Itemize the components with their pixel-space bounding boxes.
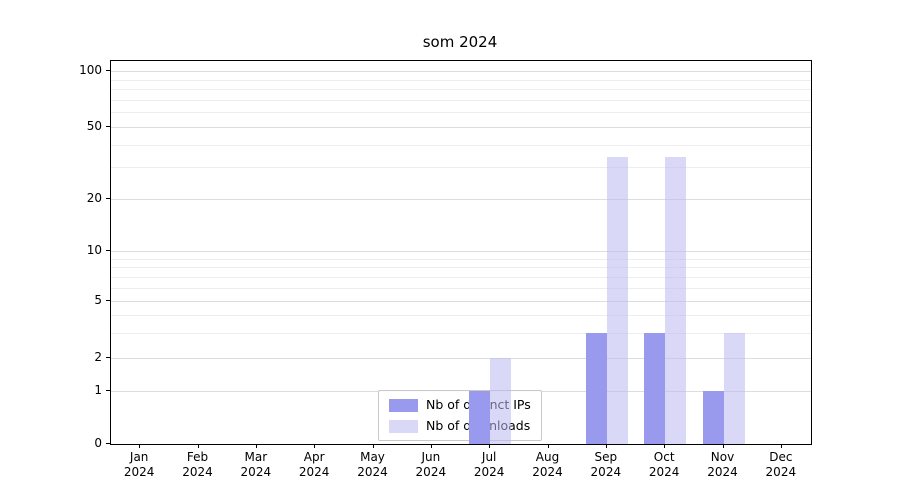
x-tick-mark [780,444,782,448]
x-tick-label-jul: Jul 2024 [473,450,505,479]
x-tick-mark [605,444,607,448]
chart-title: som 2024 [422,33,498,51]
minor-gridline [111,112,811,114]
minor-gridline [111,167,811,169]
minor-gridline [111,314,811,316]
x-tick-label-feb: Feb 2024 [182,450,213,479]
y-tick-label: 10 [86,243,102,257]
y-tick-mark [106,126,110,127]
y-tick-mark [106,198,110,199]
plot-area [110,60,812,445]
x-tick-label-apr: Apr 2024 [298,450,330,479]
x-tick-mark [547,444,549,448]
bar-nb-of-downloads-oct [665,157,687,444]
legend-swatch-downloads [389,419,418,433]
x-tick-label-mar: Mar 2024 [240,450,272,479]
x-tick-mark [489,444,491,448]
major-gridline [111,358,811,359]
x-tick-label-jan: Jan 2024 [123,450,155,479]
major-gridline [111,71,811,72]
y-tick-mark [106,300,110,301]
y-tick-label: 1 [94,383,102,397]
y-tick-label: 20 [86,191,102,205]
x-tick-mark [255,444,257,448]
x-tick-label-dec: Dec 2024 [765,450,797,479]
x-tick-mark [314,444,316,448]
bar-nb-of-distinct-ips-jul [469,391,491,444]
y-tick-mark [106,250,110,251]
bar-nb-of-distinct-ips-oct [644,332,666,444]
bar-nb-of-downloads-jul [490,358,512,444]
y-tick-mark [106,390,110,391]
x-tick-label-may: May 2024 [357,450,388,479]
y-tick-mark [106,443,110,444]
minor-gridline [111,89,811,91]
y-tick-mark [106,70,110,71]
x-tick-label-aug: Aug 2024 [532,450,563,479]
y-tick-label: 0 [94,436,102,450]
legend: Nb of distinct IPs Nb of downloads [378,390,542,441]
x-tick-label-nov: Nov 2024 [707,450,738,479]
bar-nb-of-distinct-ips-nov [702,391,724,444]
x-tick-mark [372,444,374,448]
major-gridline [111,301,811,302]
x-tick-mark [722,444,724,448]
legend-swatch-distinct-ips [389,398,418,412]
x-tick-label-jun: Jun 2024 [415,450,447,479]
x-tick-mark [139,444,141,448]
y-tick-mark [106,357,110,358]
x-tick-mark [197,444,199,448]
minor-gridline [111,99,811,101]
y-tick-label: 2 [94,350,102,364]
y-tick-label: 100 [79,63,102,77]
bar-nb-of-distinct-ips-sep [585,332,607,444]
minor-gridline [111,332,811,334]
major-gridline [111,127,811,128]
x-tick-mark [664,444,666,448]
x-tick-label-sep: Sep 2024 [590,450,622,479]
minor-gridline [111,276,811,278]
minor-gridline [111,258,811,260]
bar-nb-of-downloads-sep [606,157,628,444]
minor-gridline [111,144,811,146]
minor-gridline [111,79,811,81]
y-tick-label: 50 [86,119,102,133]
x-tick-mark [430,444,432,448]
major-gridline [111,199,811,200]
major-gridline [111,251,811,252]
bar-nb-of-downloads-nov [723,332,745,444]
y-tick-label: 5 [94,293,102,307]
x-tick-label-oct: Oct 2024 [648,450,680,479]
minor-gridline [111,267,811,269]
minor-gridline [111,287,811,289]
